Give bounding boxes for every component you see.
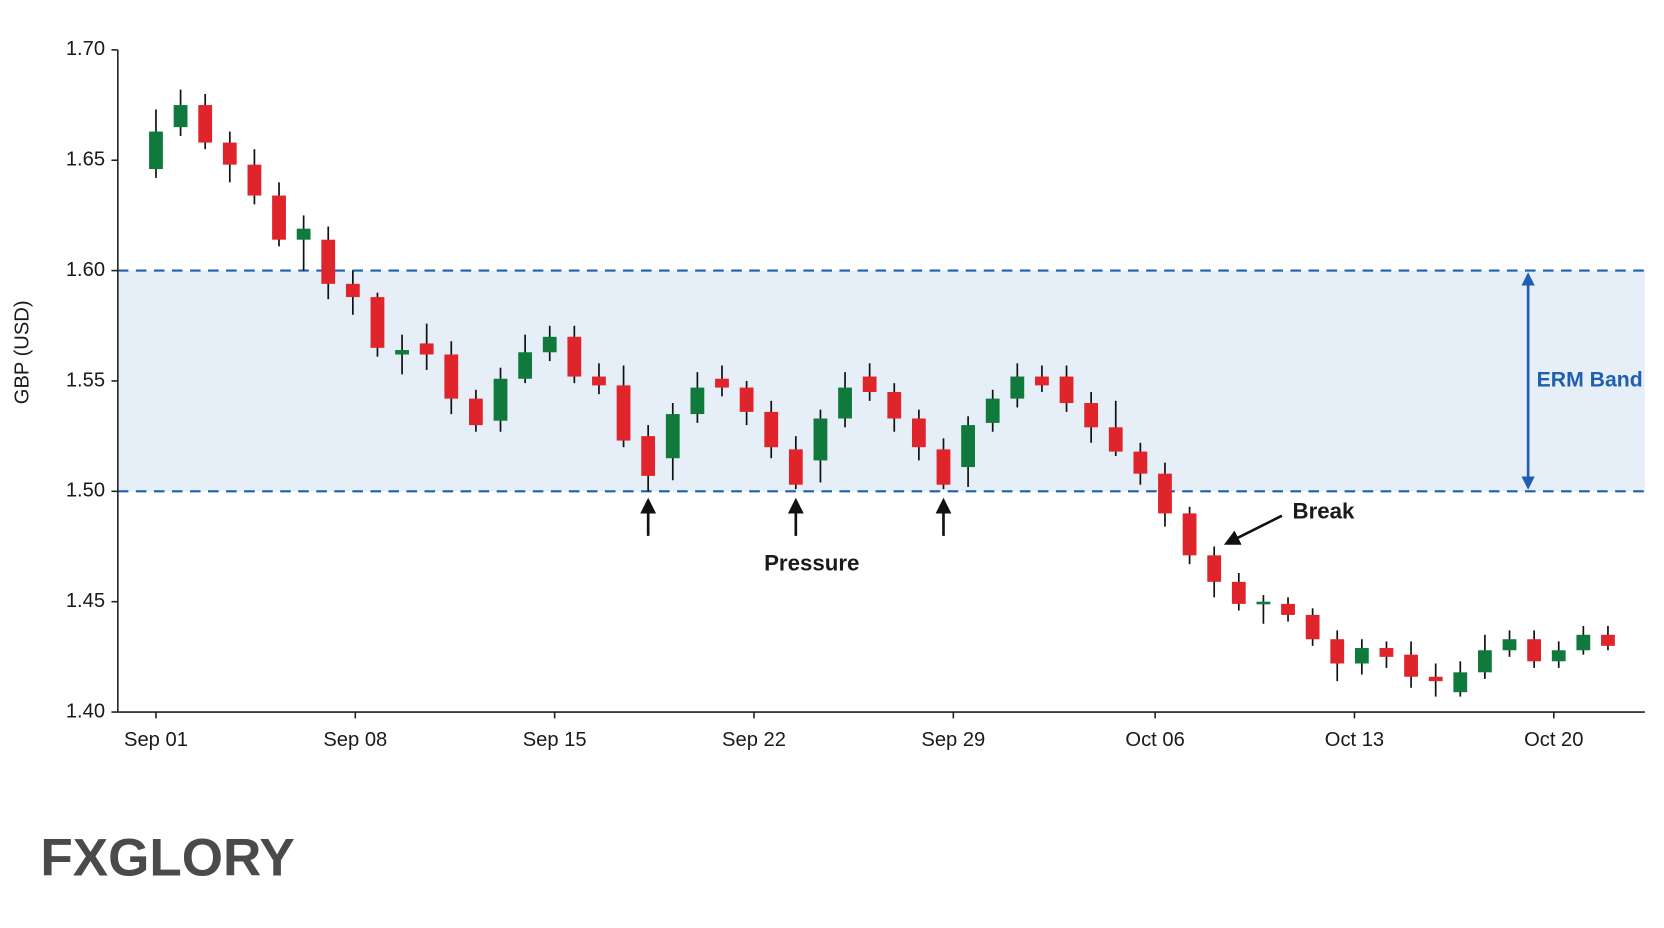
- candle-body: [444, 354, 459, 399]
- candle-body: [247, 164, 262, 196]
- candle-body: [1084, 403, 1099, 428]
- candle-body: [985, 398, 1000, 423]
- y-tick-label: 1.45: [66, 590, 105, 612]
- candle-body: [1379, 648, 1394, 657]
- candle-body: [1133, 451, 1148, 474]
- candle-body: [1453, 672, 1468, 693]
- y-tick-label: 1.50: [66, 480, 105, 502]
- candle-body: [1158, 473, 1172, 514]
- candle-body: [1281, 603, 1295, 615]
- x-tick-label: Sep 08: [323, 729, 387, 751]
- x-tick-label: Oct 06: [1125, 729, 1184, 751]
- x-tick-label: Oct 13: [1325, 729, 1384, 751]
- candle-body: [1108, 427, 1123, 452]
- candle-body: [272, 195, 286, 240]
- candle-body: [1010, 376, 1025, 399]
- x-tick-label: Sep 29: [921, 729, 985, 751]
- candle-body: [690, 387, 705, 415]
- candle-body: [1404, 654, 1418, 677]
- candle-body: [370, 297, 385, 348]
- candle-body: [764, 411, 779, 448]
- candle-body: [616, 385, 631, 441]
- candle-body: [838, 387, 852, 419]
- candle-body: [641, 436, 656, 476]
- candle-body: [1576, 634, 1591, 651]
- candle-body: [395, 350, 409, 355]
- break-arrow: [1223, 514, 1283, 545]
- candle-body: [1502, 639, 1517, 651]
- candle-body: [1354, 648, 1369, 664]
- candle-body: [665, 414, 680, 459]
- candle-body: [1059, 376, 1074, 404]
- candle-body: [542, 336, 557, 353]
- x-tick-label: Sep 15: [523, 729, 587, 751]
- pressure-label: Pressure: [764, 550, 859, 575]
- axes-layer: 1.40 1.45 1.50 1.55 1.60 1.65 1.70 Sep 01 Sep 08…: [66, 38, 1645, 751]
- y-tick-label: 1.40: [66, 700, 105, 722]
- candle-body: [469, 398, 483, 426]
- break-label: Break: [1293, 498, 1356, 523]
- candle-body: [911, 418, 926, 448]
- candle-body: [222, 142, 237, 165]
- candle-body: [813, 418, 828, 461]
- candle-body: [1256, 601, 1271, 605]
- candle-body: [592, 376, 606, 386]
- x-tick-label: Sep 22: [722, 729, 786, 751]
- candle-body: [1182, 513, 1197, 556]
- candle-body: [149, 131, 163, 170]
- brand-logo: FXGLORY: [40, 829, 294, 888]
- candle-body: [1478, 650, 1492, 673]
- band-area: [117, 270, 1645, 492]
- marks-layer: Pressure Break: [149, 89, 1615, 697]
- x-tick-label: Sep 01: [124, 729, 188, 751]
- candle-body: [493, 378, 508, 421]
- candle-body: [321, 239, 336, 284]
- candle-body: [296, 228, 311, 240]
- candle-body: [173, 105, 188, 128]
- candle-body: [862, 376, 877, 392]
- candle-body: [1601, 634, 1615, 646]
- candle-body: [1551, 650, 1566, 662]
- candle-body: [887, 391, 902, 419]
- candle-body: [1035, 376, 1049, 386]
- candle-body: [739, 387, 754, 412]
- y-tick-label: 1.55: [66, 369, 105, 391]
- candle-body: [1527, 639, 1542, 662]
- candle-body: [1428, 676, 1443, 682]
- candle-body: [1330, 639, 1345, 664]
- band-label: ERM Band: [1537, 369, 1643, 392]
- band-layer: ERM Band: [117, 269, 1645, 493]
- candle-body: [961, 425, 975, 468]
- candle-body: [715, 378, 729, 388]
- candle-body: [1231, 581, 1246, 604]
- y-axis-label: GBP (USD): [12, 300, 34, 404]
- candle-body: [419, 343, 434, 355]
- candle-body: [1305, 614, 1320, 640]
- candle-body: [567, 336, 582, 377]
- candle-body: [788, 449, 803, 485]
- candle-body: [1207, 555, 1222, 582]
- y-tick-label: 1.60: [66, 259, 105, 281]
- candle-body: [198, 105, 213, 143]
- candle-body: [936, 449, 951, 485]
- y-tick-label: 1.70: [66, 38, 105, 60]
- candle-body: [345, 283, 360, 298]
- x-tick-label: Oct 20: [1524, 729, 1583, 751]
- candle-body: [518, 352, 533, 379]
- y-tick-label: 1.65: [66, 149, 105, 171]
